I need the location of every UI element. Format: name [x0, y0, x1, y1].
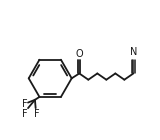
Text: O: O — [76, 49, 83, 59]
Text: N: N — [130, 47, 137, 57]
Text: F: F — [22, 109, 27, 119]
Text: F: F — [34, 109, 39, 119]
Text: F: F — [22, 99, 27, 109]
